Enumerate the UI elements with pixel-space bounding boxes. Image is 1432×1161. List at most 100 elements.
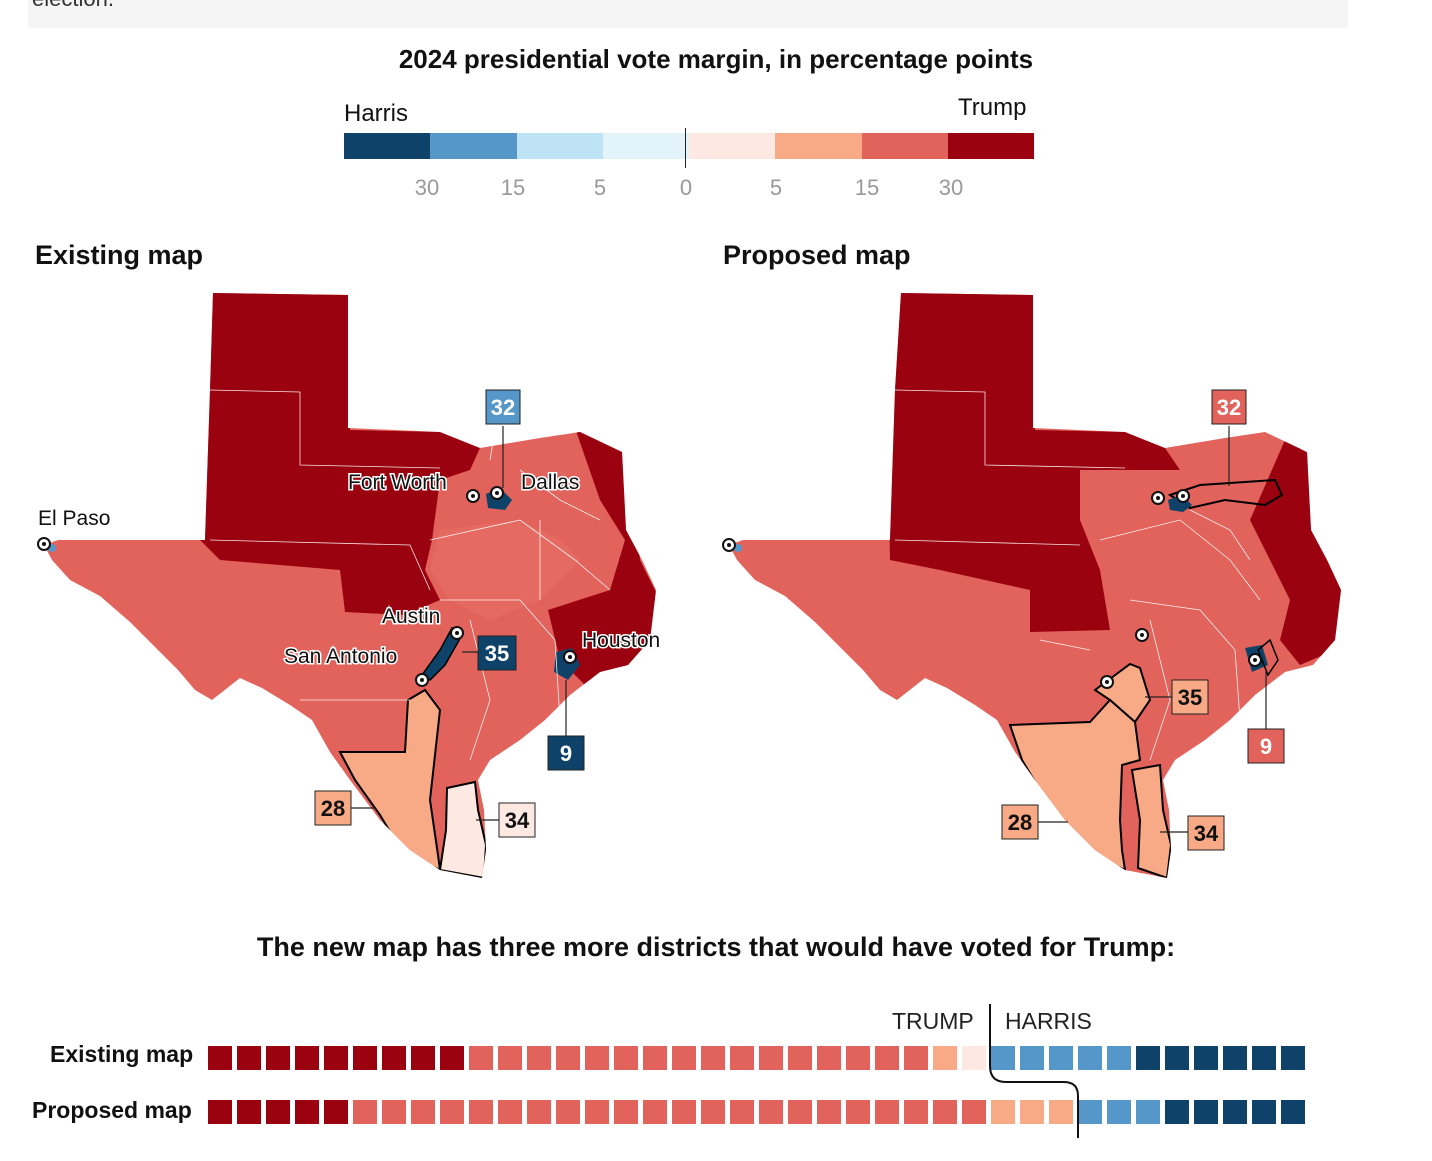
- city-label-fort-worth: Fort Worth: [348, 471, 447, 494]
- existing-district-row: [208, 1046, 1305, 1070]
- district-square: [1252, 1046, 1276, 1070]
- district-square: [527, 1100, 551, 1124]
- district-callout-9: [1247, 728, 1285, 764]
- legend-trump-label: Trump: [958, 94, 1027, 121]
- city-label-el-paso: El Paso: [38, 507, 110, 530]
- district-square: [846, 1046, 870, 1070]
- district-square: [701, 1046, 725, 1070]
- legend-tick: 15: [854, 175, 880, 200]
- legend-swatch: [344, 133, 431, 159]
- district-number-32: 32: [491, 395, 515, 420]
- legend-color-bar: [344, 133, 1034, 159]
- district-square: [469, 1100, 493, 1124]
- district-square: [759, 1046, 783, 1070]
- district-callout-28: [314, 790, 352, 826]
- district-square: [266, 1100, 290, 1124]
- district-number-35: 35: [485, 641, 509, 666]
- district-square: [411, 1046, 435, 1070]
- legend-zero-line: [685, 128, 686, 168]
- legend-swatch: [430, 133, 517, 159]
- district-square: [730, 1046, 754, 1070]
- district-square: [933, 1046, 957, 1070]
- district-square: [846, 1100, 870, 1124]
- district-number-32: 32: [1217, 395, 1241, 420]
- district-square: [817, 1100, 841, 1124]
- district-square: [817, 1046, 841, 1070]
- district-square: [266, 1046, 290, 1070]
- district-square: [527, 1046, 551, 1070]
- city-label-san-antonio: San Antonio: [284, 645, 397, 668]
- district-square: [1136, 1046, 1160, 1070]
- district-callout-34: [498, 802, 536, 838]
- legend-swatch: [602, 133, 689, 159]
- district-square: [295, 1100, 319, 1124]
- district-square: [295, 1046, 319, 1070]
- legend-tick: 5: [769, 175, 783, 200]
- legend-swatch: [947, 133, 1034, 159]
- district-square: [382, 1100, 406, 1124]
- district-square: [498, 1046, 522, 1070]
- district-square: [991, 1046, 1015, 1070]
- city-label-dallas: Dallas: [521, 471, 579, 494]
- district-square: [904, 1046, 928, 1070]
- district-square: [730, 1100, 754, 1124]
- district-square: [411, 1100, 435, 1124]
- district-square: [237, 1046, 261, 1070]
- trump-split-label: TRUMP: [892, 1008, 974, 1034]
- district-square: [440, 1046, 464, 1070]
- legend-swatch: [516, 133, 603, 159]
- district-square: [440, 1100, 464, 1124]
- legend-harris-label: Harris: [344, 100, 408, 127]
- district-square: [1107, 1046, 1131, 1070]
- district-square: [1165, 1046, 1189, 1070]
- district-square: [208, 1100, 232, 1124]
- district-square: [585, 1046, 609, 1070]
- district-square: [498, 1100, 522, 1124]
- district-square: [353, 1100, 377, 1124]
- proposed-district-row: [208, 1100, 1305, 1124]
- district-square: [875, 1100, 899, 1124]
- district-callout-35: [477, 635, 517, 671]
- district-callout-9: [547, 735, 585, 771]
- district-square: [1020, 1046, 1044, 1070]
- existing-map-title: Existing map: [35, 240, 204, 270]
- district-square: [1078, 1046, 1102, 1070]
- district-square: [1165, 1100, 1189, 1124]
- harris-split-label: HARRIS: [1005, 1008, 1092, 1034]
- district-square: [991, 1100, 1015, 1124]
- district-number-34: 34: [1194, 821, 1219, 846]
- district-square: [1049, 1100, 1073, 1124]
- district-square: [469, 1046, 493, 1070]
- district-callout-34: [1187, 815, 1225, 851]
- proposed-row-label: Proposed map: [32, 1097, 192, 1123]
- district-square: [962, 1100, 986, 1124]
- legend-tick: 30: [938, 175, 964, 200]
- district-square: [1136, 1100, 1160, 1124]
- district-number-9: 9: [1260, 734, 1272, 759]
- district-square: [585, 1100, 609, 1124]
- district-number-28: 28: [1008, 810, 1032, 835]
- district-square: [1281, 1100, 1305, 1124]
- district-callout-32: [485, 389, 521, 425]
- previous-paragraph-fragment: election.: [28, 0, 1348, 28]
- district-square: [1252, 1100, 1276, 1124]
- district-square: [1223, 1100, 1247, 1124]
- legend-tick: 30: [414, 175, 440, 200]
- proposed-map: 32 35 9 28 34: [722, 293, 1341, 878]
- district-square: [382, 1046, 406, 1070]
- legend-tick: 0: [679, 175, 693, 200]
- district-square: [788, 1046, 812, 1070]
- district-square: [614, 1046, 638, 1070]
- district-square: [324, 1046, 348, 1070]
- legend-title: 2024 presidential vote margin, in percen…: [398, 44, 1034, 74]
- trump-harris-divider: [989, 1004, 1079, 1138]
- district-square: [237, 1100, 261, 1124]
- district-square: [353, 1046, 377, 1070]
- summary-heading: The new map has three more districts tha…: [256, 932, 1176, 962]
- district-square: [672, 1046, 696, 1070]
- district-square: [1223, 1046, 1247, 1070]
- legend-tick: 5: [593, 175, 607, 200]
- district-square: [701, 1100, 725, 1124]
- district-square: [788, 1100, 812, 1124]
- city-label-houston: Houston: [582, 629, 660, 652]
